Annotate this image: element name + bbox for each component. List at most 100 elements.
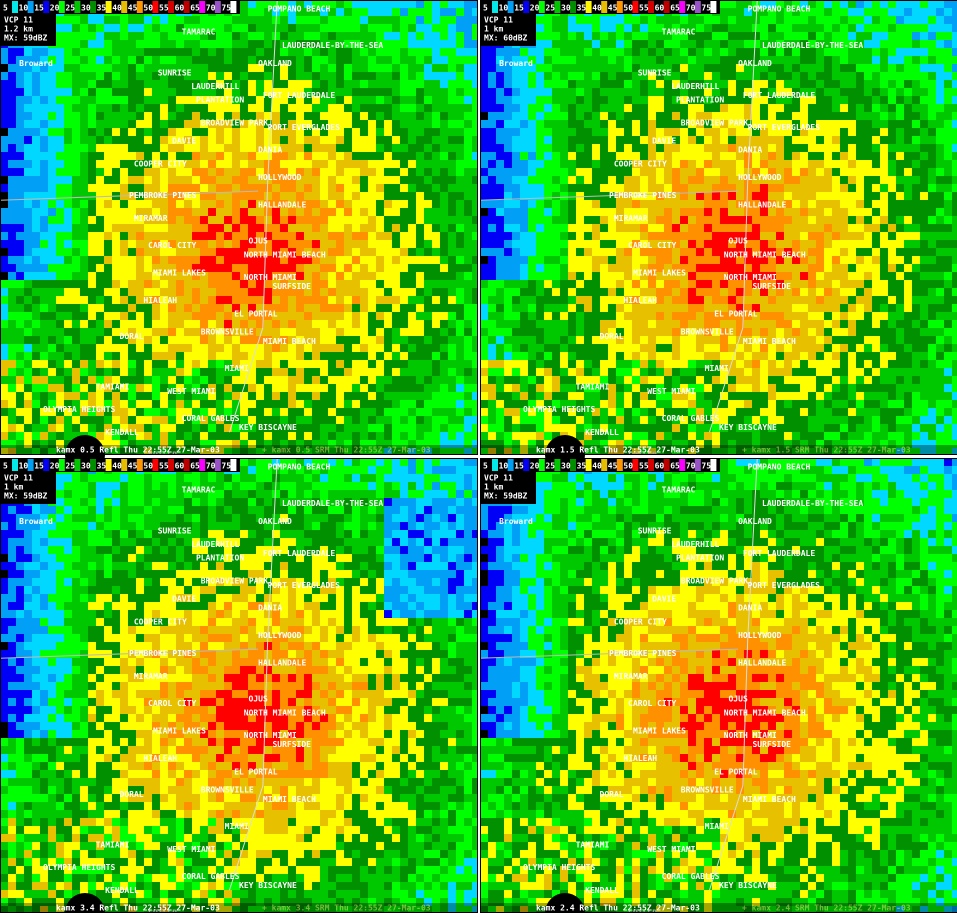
radar-cell [336, 224, 344, 232]
radar-cell [400, 56, 408, 64]
radar-cell [408, 256, 416, 264]
radar-cell [72, 96, 80, 104]
radar-cell [64, 168, 72, 176]
radar-cell [408, 392, 416, 400]
radar-cell [280, 368, 288, 376]
radar-cell [176, 80, 184, 88]
radar-cell [336, 88, 344, 96]
radar-cell [56, 32, 64, 40]
radar-cell [104, 328, 112, 336]
radar-cell [96, 304, 104, 312]
radar-cell [200, 48, 208, 56]
radar-cell [296, 360, 304, 368]
radar-cell [488, 88, 496, 96]
radar-cell [72, 320, 80, 328]
radar-cell [448, 256, 456, 264]
radar-cell [248, 344, 256, 352]
radar-cell [440, 208, 448, 216]
radar-cell [400, 328, 408, 336]
radar-cell [320, 336, 328, 344]
radar-cell [64, 64, 72, 72]
radar-cell [144, 112, 152, 120]
radar-cell [304, 424, 312, 432]
radar-cell [88, 328, 96, 336]
radar-cell [96, 88, 104, 96]
radar-cell [232, 160, 240, 168]
radar-cell [944, 144, 952, 152]
radar-cell [400, 248, 408, 256]
radar-cell [280, 184, 288, 192]
radar-cell [312, 112, 320, 120]
radar-cell [344, 336, 352, 344]
radar-cell [120, 216, 128, 224]
radar-cell [0, 320, 8, 328]
radar-cell [48, 176, 56, 184]
radar-cell [112, 120, 120, 128]
radar-cell [640, 80, 648, 88]
radar-cell [320, 208, 328, 216]
radar-cell [0, 72, 8, 80]
radar-cell [56, 368, 64, 376]
radar-cell [408, 432, 416, 440]
radar-cell [440, 416, 448, 424]
radar-cell [424, 288, 432, 296]
radar-cell [624, 144, 632, 152]
radar-cell [216, 176, 224, 184]
place-label: CAROL CITY [148, 241, 196, 250]
radar-cell [304, 400, 312, 408]
radar-cell [576, 176, 584, 184]
radar-cell [608, 128, 616, 136]
radar-cell [480, 168, 488, 176]
radar-cell [64, 176, 72, 184]
radar-cell [352, 128, 360, 136]
radar-cell [632, 80, 640, 88]
radar-cell [312, 400, 320, 408]
radar-cell [296, 144, 304, 152]
radar-cell [88, 24, 96, 32]
radar-cell [40, 208, 48, 216]
radar-cell [424, 0, 432, 8]
radar-cell [8, 288, 16, 296]
radar-cell [576, 16, 584, 24]
radar-cell [608, 64, 616, 72]
radar-cell [160, 288, 168, 296]
radar-cell [416, 320, 424, 328]
radar-cell [616, 16, 624, 24]
radar-cell [8, 400, 16, 408]
radar-cell [272, 32, 280, 40]
radar-cell [456, 56, 464, 64]
radar-cell [256, 136, 264, 144]
radar-cell [32, 304, 40, 312]
scale-label: 40 [112, 4, 122, 13]
radar-cell [216, 56, 224, 64]
radar-cell [88, 248, 96, 256]
radar-cell [856, 16, 864, 24]
radar-cell [56, 304, 64, 312]
radar-cell [80, 344, 88, 352]
radar-cell [360, 24, 368, 32]
radar-cell [200, 16, 208, 24]
radar-cell [248, 168, 256, 176]
radar-cell [672, 48, 680, 56]
radar-cell [944, 120, 952, 128]
radar-cell [424, 432, 432, 440]
radar-cell [368, 240, 376, 248]
radar-cell [152, 40, 160, 48]
radar-cell [80, 32, 88, 40]
radar-cell [32, 392, 40, 400]
radar-cell [64, 216, 72, 224]
radar-cell [368, 64, 376, 72]
radar-cell [304, 112, 312, 120]
radar-cell [560, 88, 568, 96]
radar-cell [336, 328, 344, 336]
radar-cell [368, 416, 376, 424]
radar-cell [728, 48, 736, 56]
radar-cell [392, 104, 400, 112]
radar-cell [392, 200, 400, 208]
radar-cell [688, 184, 696, 192]
radar-cell [928, 40, 936, 48]
radar-cell [296, 304, 304, 312]
radar-cell [144, 88, 152, 96]
place-label: TAMIAMI [96, 382, 130, 391]
radar-cell [56, 248, 64, 256]
